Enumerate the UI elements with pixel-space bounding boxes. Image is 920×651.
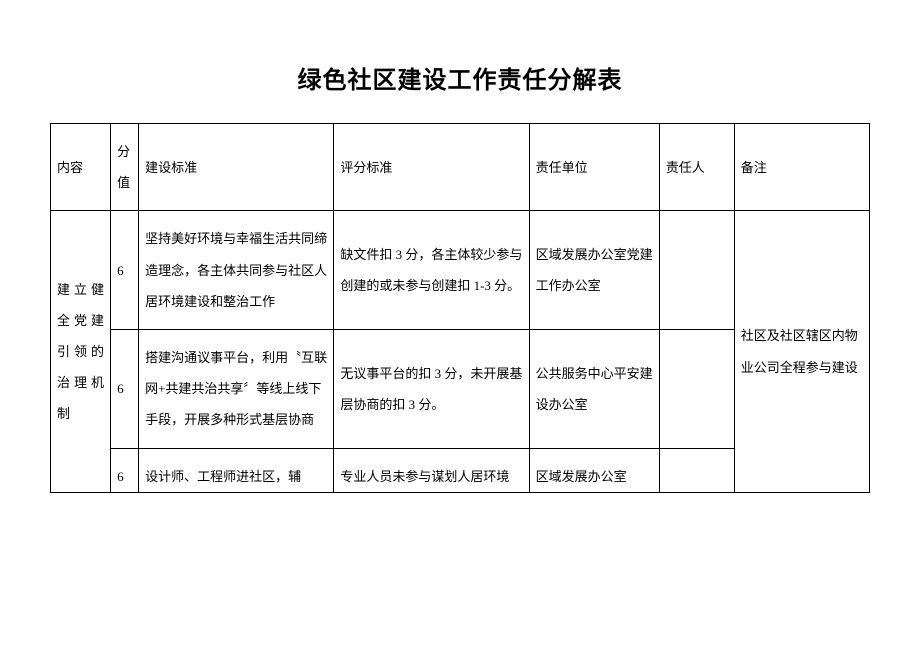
table-header-row: 内容 分值 建设标准 评分标准 责任单位 责任人 备注 [51,124,870,211]
cell-person [659,448,734,492]
cell-standard: 搭建沟通议事平台，利用〝互联网+共建共治共享〞等线上线下手段，开展多种形式基层协… [139,329,334,448]
cell-criteria: 专业人员未参与谋划人居环境 [334,448,529,492]
cell-score: 6 [111,211,139,330]
header-remark: 备注 [734,124,869,211]
header-standard: 建设标准 [139,124,334,211]
cell-criteria: 无议事平台的扣 3 分，未开展基层协商的扣 3 分。 [334,329,529,448]
cell-person [659,329,734,448]
cell-unit: 区域发展办公室 [529,448,659,492]
cell-standard: 设计师、工程师进社区，辅 [139,448,334,492]
cell-category: 建立健全党建引领的治理机制 [51,211,111,492]
cell-remark-merged: 社区及社区辖区内物业公司全程参与建设 [734,211,869,492]
header-content: 内容 [51,124,111,211]
cell-person [659,211,734,330]
cell-score: 6 [111,448,139,492]
responsibility-table: 内容 分值 建设标准 评分标准 责任单位 责任人 备注 建立健全党建引领的治理机… [50,123,870,493]
cell-standard: 坚持美好环境与幸福生活共同缔造理念，各主体共同参与社区人居环境建设和整治工作 [139,211,334,330]
header-criteria: 评分标准 [334,124,529,211]
header-unit: 责任单位 [529,124,659,211]
cell-unit: 区域发展办公室党建工作办公室 [529,211,659,330]
cell-score: 6 [111,329,139,448]
cell-criteria: 缺文件扣 3 分，各主体较少参与创建的或未参与创建扣 1-3 分。 [334,211,529,330]
page-title: 绿色社区建设工作责任分解表 [50,60,870,95]
cell-unit: 公共服务中心平安建设办公室 [529,329,659,448]
table-row: 建立健全党建引领的治理机制 6 坚持美好环境与幸福生活共同缔造理念，各主体共同参… [51,211,870,330]
header-person: 责任人 [659,124,734,211]
header-score: 分值 [111,124,139,211]
